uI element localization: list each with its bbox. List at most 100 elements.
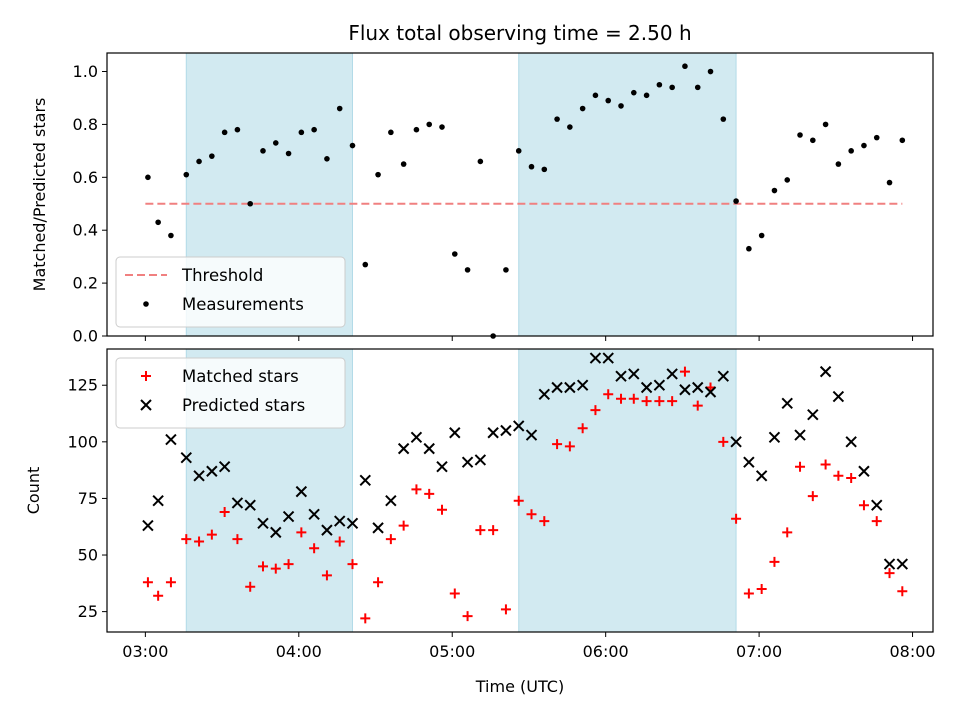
panel1-series-2-point-12	[285, 150, 292, 157]
panel1-series-2-point-40	[643, 92, 650, 99]
panel2-series-1-point-59	[884, 568, 895, 579]
panel2-series-2-point-57	[858, 465, 870, 477]
panel2-series-2-point-33	[551, 381, 563, 394]
panel2-series-1-point-12	[283, 559, 294, 570]
panel2-series-2-point-21	[397, 442, 410, 455]
panel1-legend-item-2-marker	[143, 301, 149, 307]
panel2-series-1-point-17	[347, 559, 358, 570]
panel2-series-1-point-7	[219, 507, 230, 518]
panel2-xtick-label-2: 04:00	[276, 642, 322, 661]
panel2-series-1-point-51	[782, 527, 793, 538]
panel1-series-2-point-21	[400, 161, 407, 167]
panel2-series-1-point-14	[309, 543, 320, 554]
panel2-series-2-point-3	[165, 433, 177, 446]
panel2-series-2-point-15	[321, 524, 333, 536]
panel1-series-2-point-16	[336, 105, 343, 112]
panel2-series-2-point-41	[653, 379, 666, 391]
panel2-axes-frame	[106, 348, 934, 633]
panel2-series-2-point-54	[819, 365, 832, 378]
panel1-series-2-point-11	[272, 140, 279, 146]
panel2-series-1-point-42	[667, 396, 678, 407]
panel2-series-1-point-58	[871, 516, 882, 527]
panel1-series-2-point-45	[707, 68, 714, 75]
panel1-series-2-point-9	[247, 200, 254, 207]
panel1-series-2-point-50	[771, 187, 778, 194]
panel2-series-1-point-19	[373, 577, 384, 588]
panel2-series-1-point-39	[628, 393, 639, 404]
panel2-series-2-point-18	[359, 474, 371, 487]
panel2-series-2-point-7	[218, 461, 231, 473]
panel2-series-1-point-28	[488, 525, 499, 536]
panel1-series-2-point-51	[784, 177, 791, 183]
panel2-series-2-point-32	[538, 388, 551, 400]
panel1-ytick-label-1: 0.0	[73, 327, 98, 346]
panel2-series-2-point-45	[704, 386, 717, 398]
panel2-series-2-point-17	[346, 517, 359, 530]
panel2-series-1-point-54	[820, 459, 831, 470]
panel2-series-1-point-47	[731, 513, 742, 524]
panel2-series-2-point-19	[372, 522, 384, 534]
panel2-ytick-label-4: 100	[67, 432, 98, 451]
panel1-series-2-point-53	[810, 137, 816, 144]
panel2-series-2-point-55	[832, 390, 845, 403]
panel2-series-1-point-20	[385, 534, 396, 545]
panel2-series-2-point-10	[257, 517, 269, 530]
panel2-series-1-point-43	[679, 366, 690, 377]
panel1-series-2-point-47	[733, 198, 739, 204]
panel2-series-2-point-11	[270, 526, 282, 539]
panel2-series-2-point-36	[589, 352, 602, 364]
panel2-legend-item-2-label: Predicted stars	[182, 396, 305, 415]
panel2-series-1-point-38	[616, 393, 627, 404]
panel2-series-2-point-28	[487, 427, 499, 439]
panel2-series-1-point-52	[795, 461, 806, 472]
panel2-y-axis-label: Count	[24, 467, 43, 515]
panel2-series-2-point-56	[845, 436, 857, 448]
panel1-legend-item-2-label: Measurements	[182, 295, 304, 314]
panel1-series-2-point-35	[579, 105, 586, 112]
panel2-series-2-point-13	[295, 485, 308, 498]
panel1-series-2-point-46	[720, 116, 727, 122]
panel1-series-2-point-27	[477, 158, 484, 165]
panel2-series-1-point-56	[846, 473, 857, 484]
panel2-series-1-point-8	[232, 534, 243, 545]
panel1-series-2-point-30	[515, 148, 522, 154]
panel1-series-2-point-15	[324, 155, 330, 162]
panel2-legend-item-1-marker	[141, 371, 151, 381]
panel2-legend-item-2-marker	[140, 399, 152, 411]
panel1-series-2-point-1	[145, 174, 151, 181]
panel2-series-1-point-24	[437, 504, 448, 515]
panel2-series-2-point-2	[152, 494, 164, 507]
panel2-series-1-point-10	[257, 561, 268, 572]
panel2-series-1-point-26	[462, 611, 473, 622]
panel2-series-2-point-53	[807, 408, 819, 421]
panel1-legend-box	[115, 256, 346, 328]
panel1-series-2-point-3	[168, 232, 174, 239]
panel2-xtick-label-4: 06:00	[583, 642, 629, 661]
panel2-series-2-point-38	[615, 370, 627, 382]
panel2-series-2-point-47	[730, 436, 742, 448]
panel1-series-2-point-48	[746, 245, 752, 252]
panel2-series-1-point-22	[411, 484, 422, 495]
panel2-series-2-point-1	[142, 519, 154, 532]
panel2-series-2-point-44	[692, 381, 704, 394]
panel2-x-axis-label: Time (UTC)	[475, 677, 564, 696]
panel2-series-2-point-46	[717, 370, 730, 382]
panel1-series-2-point-36	[592, 92, 599, 99]
panel2-series-2-point-50	[768, 431, 781, 444]
panel1-series-2-point-54	[822, 121, 829, 128]
chart-title: Flux total observing time = 2.50 h	[348, 21, 691, 45]
panel1-series-2-point-41	[656, 81, 663, 88]
panel2-series-1-point-23	[424, 488, 435, 499]
panel2-xtick-label-5: 07:00	[736, 642, 782, 661]
panel2-series-2-point-8	[231, 497, 244, 509]
panel1-ytick-label-5: 0.8	[73, 115, 98, 134]
panel2-series-2-point-37	[602, 352, 614, 364]
panel1-series-2-point-44	[694, 84, 701, 91]
panel2-series-1-point-48	[743, 588, 754, 599]
panel2-series-2-point-43	[679, 384, 691, 396]
panel2-series-1-point-4	[181, 534, 192, 545]
panel2-xtick-label-3: 05:00	[429, 642, 475, 661]
panel1-series-2-point-17	[349, 142, 356, 149]
panel2-series-2-point-52	[794, 429, 806, 441]
